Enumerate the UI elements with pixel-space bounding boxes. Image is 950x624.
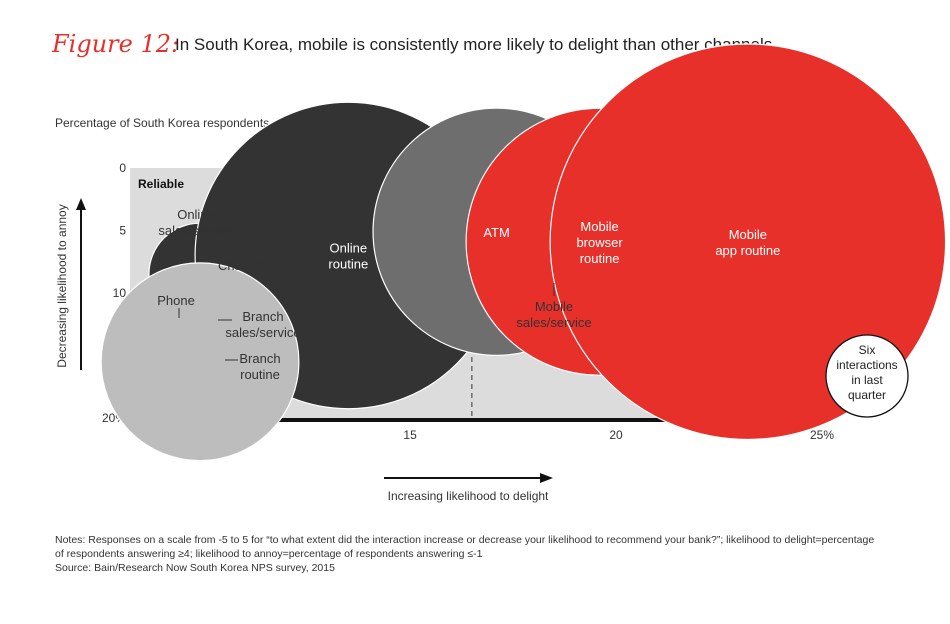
bubble-label-mobile-sales-service: Mobile xyxy=(535,299,573,314)
bubble-label-online-routine: Online xyxy=(330,241,368,256)
bubble-label-mobile-browser-routine: Mobile xyxy=(580,219,618,234)
bubble-label-branch-routine: Branch xyxy=(239,351,280,366)
bubble-label-mobile-browser-routine: routine xyxy=(580,251,620,266)
y-axis-arrowhead xyxy=(76,198,86,210)
bubble-label-branch-sales-service: Branch xyxy=(242,309,283,324)
size-legend-label: in last xyxy=(851,373,883,387)
x-tick-label: 25% xyxy=(810,428,834,442)
x-axis-arrowhead xyxy=(540,473,553,483)
bubble-label-phone: Phone xyxy=(157,293,195,308)
bubble-label-online-routine: routine xyxy=(328,257,368,272)
size-legend-label: Six xyxy=(859,343,876,357)
bubble-label-branch-sales-service: sales/service xyxy=(225,325,300,340)
bubble-branch-routine xyxy=(100,262,300,462)
size-legend-label: quarter xyxy=(848,388,886,402)
y-tick-label: 0 xyxy=(119,161,126,175)
bubble-label-atm: ATM xyxy=(483,225,509,240)
y-axis-title: Decreasing likelihood to annoy xyxy=(55,204,69,367)
bubble-label-online-sales-service: sales/service xyxy=(158,223,233,238)
bubble-label-mobile-app-routine: app routine xyxy=(715,243,780,258)
size-legend-label: interactions xyxy=(836,358,897,372)
notes-line: Notes: Responses on a scale from -5 to 5… xyxy=(55,534,875,546)
bubble-label-mobile-browser-routine: browser xyxy=(576,235,623,250)
bubble-label-online-sales-service: Online xyxy=(177,207,215,222)
quadrant-label-reliable: Reliable xyxy=(138,177,184,191)
notes: Notes: Responses on a scale from -5 to 5… xyxy=(55,533,915,575)
bubble-label-mobile-app-routine: Mobile xyxy=(729,227,767,242)
chart-subtitle: Percentage of South Korea respondents, 2… xyxy=(55,116,303,130)
bubble-label-chat-video: Chat/video xyxy=(218,258,280,273)
bubble-label-mobile-sales-service: sales/service xyxy=(516,315,591,330)
bubble-label-branch-routine: routine xyxy=(240,367,280,382)
x-tick-label: 20 xyxy=(609,428,623,442)
y-tick-label: 5 xyxy=(119,224,126,238)
figure-title: In South Korea, mobile is consistently m… xyxy=(175,35,773,54)
notes-line: of respondents answering ≥4; likelihood … xyxy=(55,548,483,560)
x-tick-label: 15 xyxy=(403,428,417,442)
y-tick-label: 10 xyxy=(113,286,127,300)
figure-label: Figure 12: xyxy=(52,30,180,58)
x-axis-line xyxy=(130,418,822,422)
x-axis-title: Increasing likelihood to delight xyxy=(388,489,549,503)
size-legend-circle xyxy=(825,334,909,418)
source-line: Source: Bain/Research Now South Korea NP… xyxy=(55,562,335,574)
